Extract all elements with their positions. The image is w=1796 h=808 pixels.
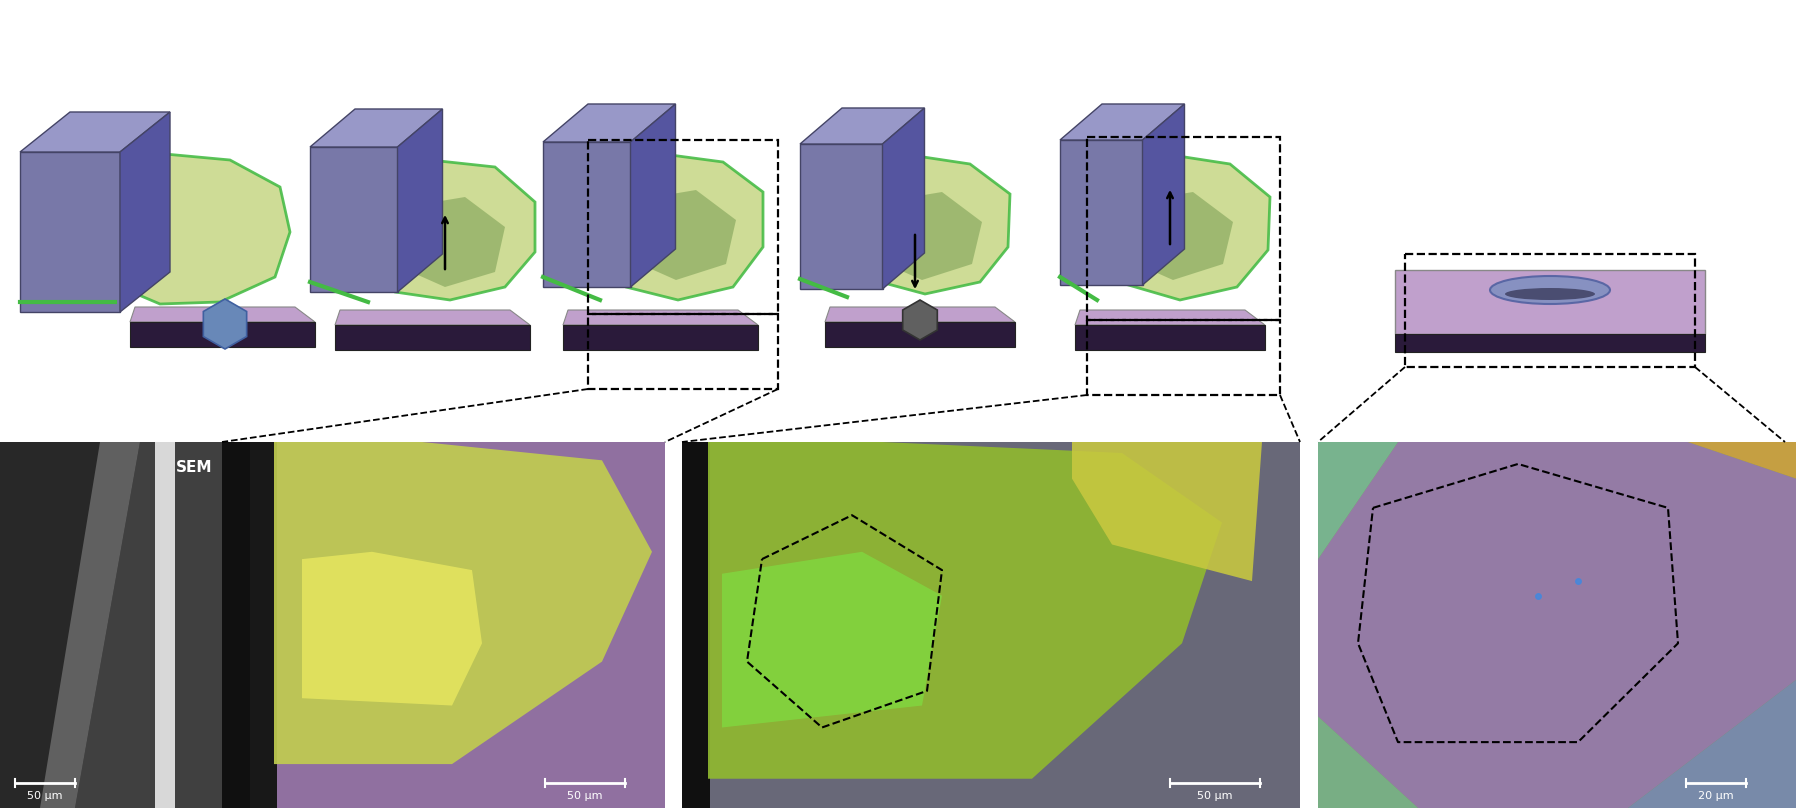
Polygon shape [562, 325, 758, 350]
Polygon shape [882, 108, 925, 289]
Polygon shape [1142, 104, 1185, 285]
Polygon shape [1117, 192, 1234, 280]
Polygon shape [562, 310, 758, 325]
Bar [0, 442, 223, 808]
Polygon shape [203, 299, 246, 349]
Polygon shape [630, 104, 675, 287]
Polygon shape [1318, 442, 1796, 808]
Bar [1318, 442, 1796, 808]
Bar [1404, 254, 1695, 367]
Polygon shape [1688, 442, 1796, 478]
Polygon shape [302, 552, 481, 705]
Polygon shape [824, 307, 1015, 322]
Polygon shape [799, 144, 882, 289]
Ellipse shape [1505, 288, 1595, 300]
Polygon shape [75, 442, 223, 808]
Polygon shape [722, 552, 941, 727]
Polygon shape [20, 112, 171, 152]
Bar [1087, 137, 1281, 320]
Polygon shape [120, 112, 171, 312]
Polygon shape [1318, 442, 1397, 559]
Text: 50 μm: 50 μm [568, 791, 603, 801]
Polygon shape [1076, 310, 1264, 325]
Polygon shape [275, 442, 652, 764]
Polygon shape [20, 152, 120, 312]
Bar [587, 140, 778, 314]
Text: 20 μm: 20 μm [1699, 791, 1733, 801]
Text: Heterostructure Assembly: Heterostructure Assembly [548, 14, 1248, 58]
Polygon shape [1076, 325, 1264, 350]
Polygon shape [1395, 270, 1704, 334]
Polygon shape [108, 154, 289, 304]
Text: SEM: SEM [176, 460, 212, 475]
Bar [587, 314, 778, 389]
Polygon shape [903, 300, 938, 340]
Polygon shape [1072, 442, 1263, 581]
Polygon shape [799, 108, 925, 144]
Polygon shape [867, 192, 982, 280]
Polygon shape [311, 147, 397, 292]
Polygon shape [1060, 140, 1142, 285]
Polygon shape [40, 442, 140, 808]
Polygon shape [1318, 717, 1419, 808]
Polygon shape [129, 322, 314, 347]
Polygon shape [542, 104, 675, 142]
Polygon shape [708, 442, 1221, 779]
Bar [223, 442, 665, 808]
Bar [1087, 320, 1281, 395]
Polygon shape [336, 310, 530, 325]
Polygon shape [365, 160, 535, 300]
Bar [682, 442, 1300, 808]
Text: 50 μm: 50 μm [1198, 791, 1232, 801]
Polygon shape [397, 109, 442, 292]
Polygon shape [824, 322, 1015, 347]
Polygon shape [1097, 154, 1270, 300]
Polygon shape [848, 155, 1009, 294]
Polygon shape [154, 442, 174, 808]
Bar [1395, 334, 1704, 352]
Bar [223, 442, 251, 808]
Ellipse shape [1491, 276, 1609, 304]
Bar [682, 442, 709, 808]
Polygon shape [129, 307, 314, 322]
Polygon shape [598, 154, 763, 300]
Polygon shape [1060, 104, 1185, 140]
Polygon shape [336, 325, 530, 350]
Polygon shape [621, 190, 736, 280]
Polygon shape [390, 197, 505, 287]
Text: 50 μm: 50 μm [27, 791, 63, 801]
Polygon shape [250, 442, 277, 808]
Polygon shape [311, 109, 442, 147]
Polygon shape [542, 142, 630, 287]
Polygon shape [1627, 680, 1796, 808]
